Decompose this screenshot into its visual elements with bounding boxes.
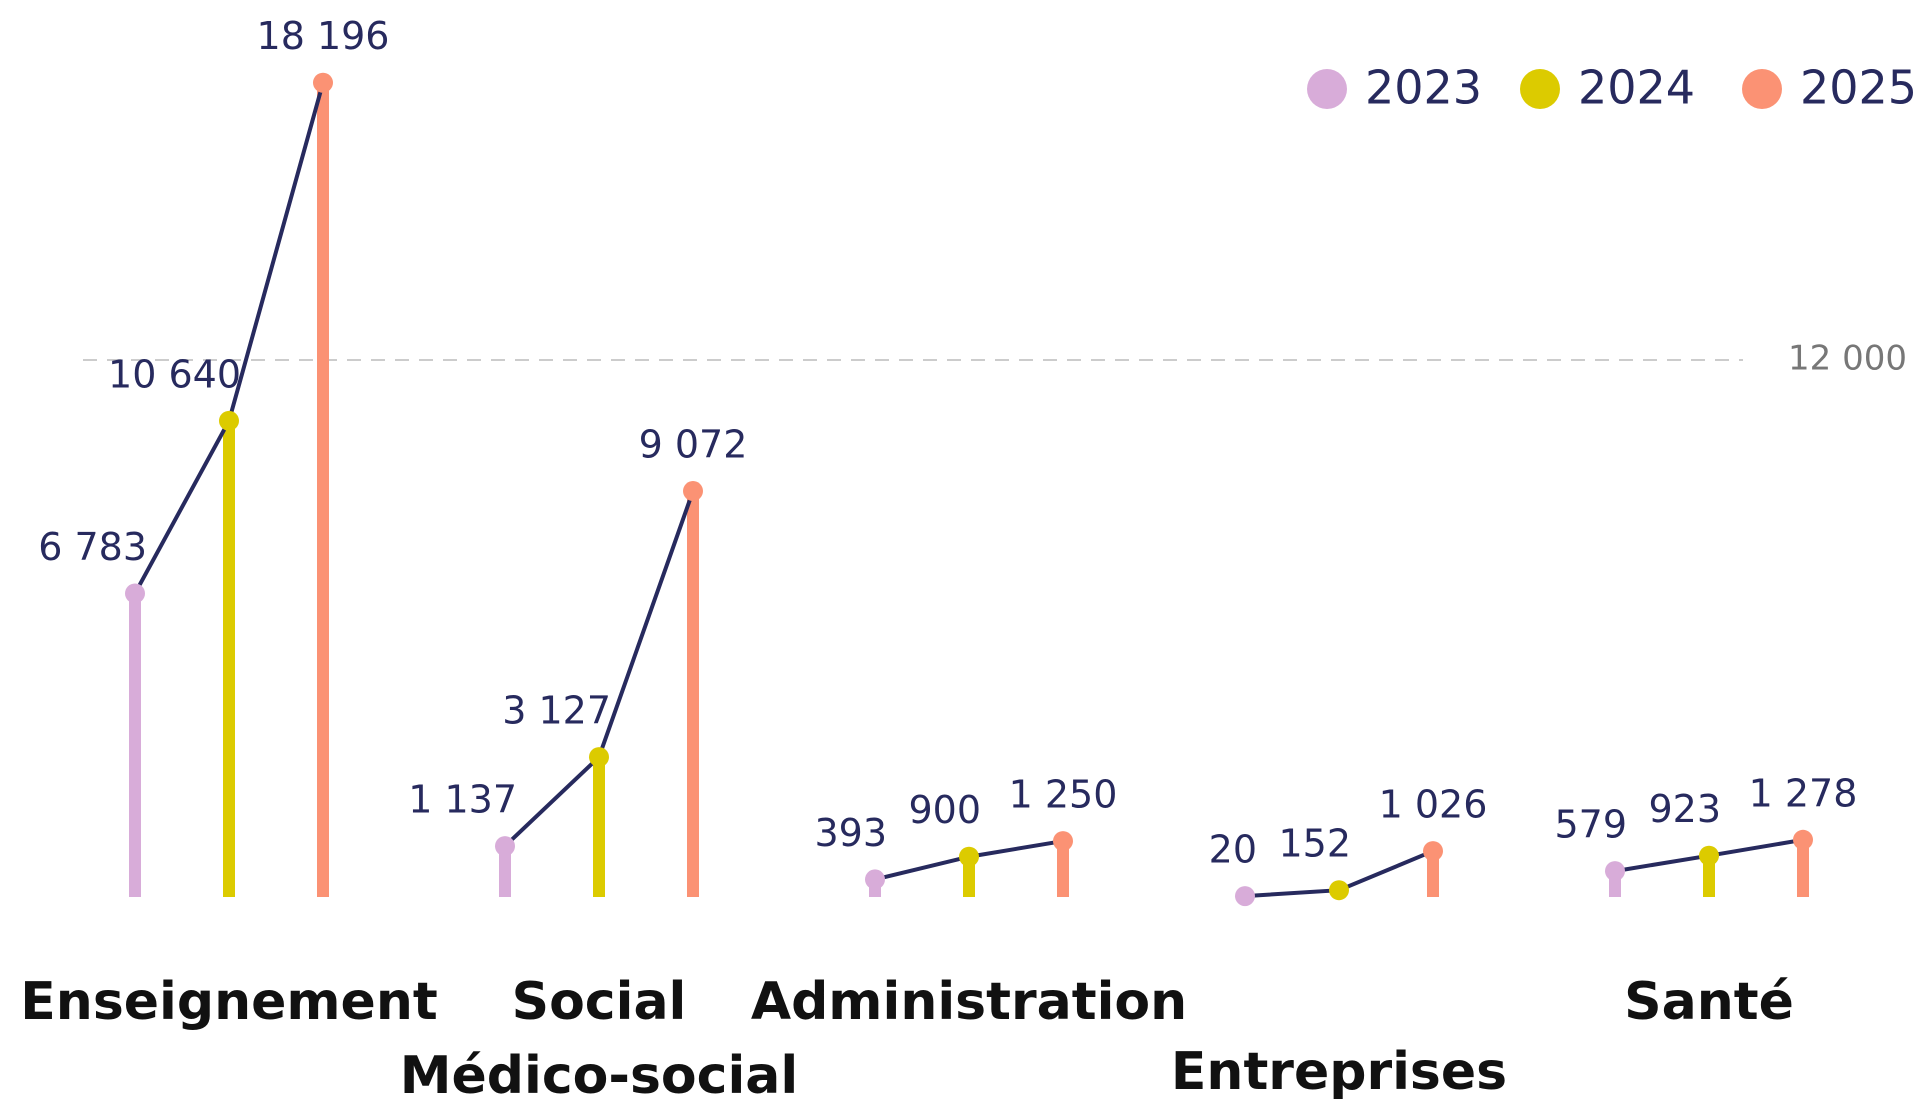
category-label: Santé [1624, 972, 1794, 1032]
value-label: 579 [1554, 803, 1627, 847]
dot [219, 410, 239, 431]
dot [495, 836, 515, 857]
value-label: 3 127 [502, 689, 611, 733]
dot [589, 747, 609, 768]
dot [1329, 880, 1349, 901]
value-label: 10 640 [108, 352, 241, 396]
value-label: 1 026 [1379, 783, 1488, 827]
dot [1053, 831, 1073, 852]
category-label: Social Médico-social [399, 972, 799, 1099]
dot [959, 846, 979, 867]
value-label: 393 [814, 811, 887, 855]
dot [865, 869, 885, 890]
value-label: 152 [1278, 822, 1351, 866]
value-label: 9 072 [639, 423, 748, 467]
legend-label: 2025 [1800, 61, 1917, 115]
value-label: 20 [1209, 828, 1257, 872]
legend-label: 2024 [1578, 61, 1695, 115]
category-label: Enseignement [20, 972, 438, 1032]
dot [1423, 841, 1443, 862]
value-label: 18 196 [257, 14, 390, 58]
category-label: Entreprises [1170, 1042, 1508, 1099]
dot [683, 481, 703, 502]
value-label: 1 137 [408, 778, 517, 822]
value-label: 6 783 [38, 525, 147, 569]
value-label: 923 [1648, 787, 1721, 831]
dot [313, 72, 333, 93]
dot [1793, 829, 1813, 850]
value-label: 900 [908, 788, 981, 832]
value-label: 1 278 [1749, 771, 1858, 815]
dot [1699, 845, 1719, 866]
legend-swatch [1307, 69, 1347, 109]
category-label: Administration [750, 972, 1188, 1032]
dot [1235, 886, 1255, 907]
legend-swatch [1742, 69, 1782, 109]
y-tick-label: 12 000 [1788, 339, 1907, 379]
legend-swatch [1520, 69, 1560, 109]
dot [1605, 861, 1625, 882]
value-label: 1 250 [1009, 773, 1118, 817]
dot [125, 583, 145, 604]
legend-label: 2023 [1365, 61, 1482, 115]
